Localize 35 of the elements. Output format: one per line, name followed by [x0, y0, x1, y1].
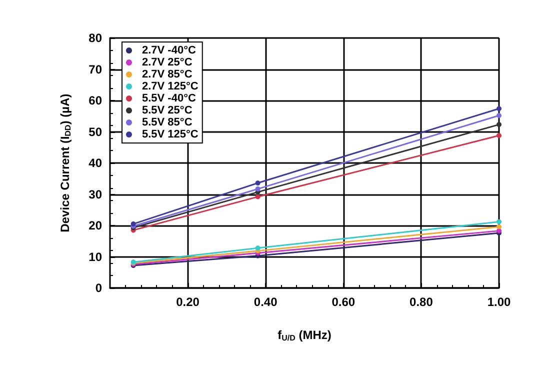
legend-label: 5.5V 25°C: [142, 104, 192, 116]
y-tick-label: 20: [88, 218, 102, 232]
y-tick-label: 60: [88, 94, 102, 108]
y-tick-label: 10: [88, 250, 102, 264]
x-tick-label: 0.20: [176, 295, 200, 309]
point: [130, 221, 136, 226]
point: [496, 133, 502, 138]
point: [255, 180, 260, 186]
y-axis-title: Device Current (IDD) (µA): [58, 94, 72, 232]
point: [255, 186, 260, 192]
legend-label: 2.7V 85°C: [142, 68, 192, 80]
point: [496, 219, 502, 224]
y-tick-label: 70: [88, 62, 102, 76]
point: [255, 194, 260, 200]
legend-label: 5.5V -40°C: [142, 92, 196, 104]
point: [255, 246, 260, 250]
legend-label: 2.7V 125°C: [142, 80, 198, 92]
x-tick-label: 0.60: [332, 295, 356, 309]
point: [496, 122, 502, 128]
point: [496, 224, 502, 230]
point: [496, 113, 502, 118]
point: [496, 106, 502, 112]
y-tick-label: 80: [88, 31, 102, 45]
x-tick-label: 1.00: [487, 295, 511, 309]
legend-label: 2.7V 25°C: [142, 56, 192, 68]
y-tick-label: 30: [88, 187, 102, 202]
legend-label: 2.7V -40°C: [142, 44, 196, 56]
y-tick-label: 40: [88, 156, 102, 170]
point: [496, 228, 502, 234]
y-tick-label: 50: [88, 124, 102, 139]
x-tick-label: 0.40: [254, 295, 278, 309]
legend-label: 5.5V 85°C: [142, 116, 192, 128]
legend-label: 5.5V 125°C: [142, 128, 198, 140]
x-tick-label: 0.80: [410, 295, 434, 309]
y-tick-label: 0: [95, 281, 102, 295]
